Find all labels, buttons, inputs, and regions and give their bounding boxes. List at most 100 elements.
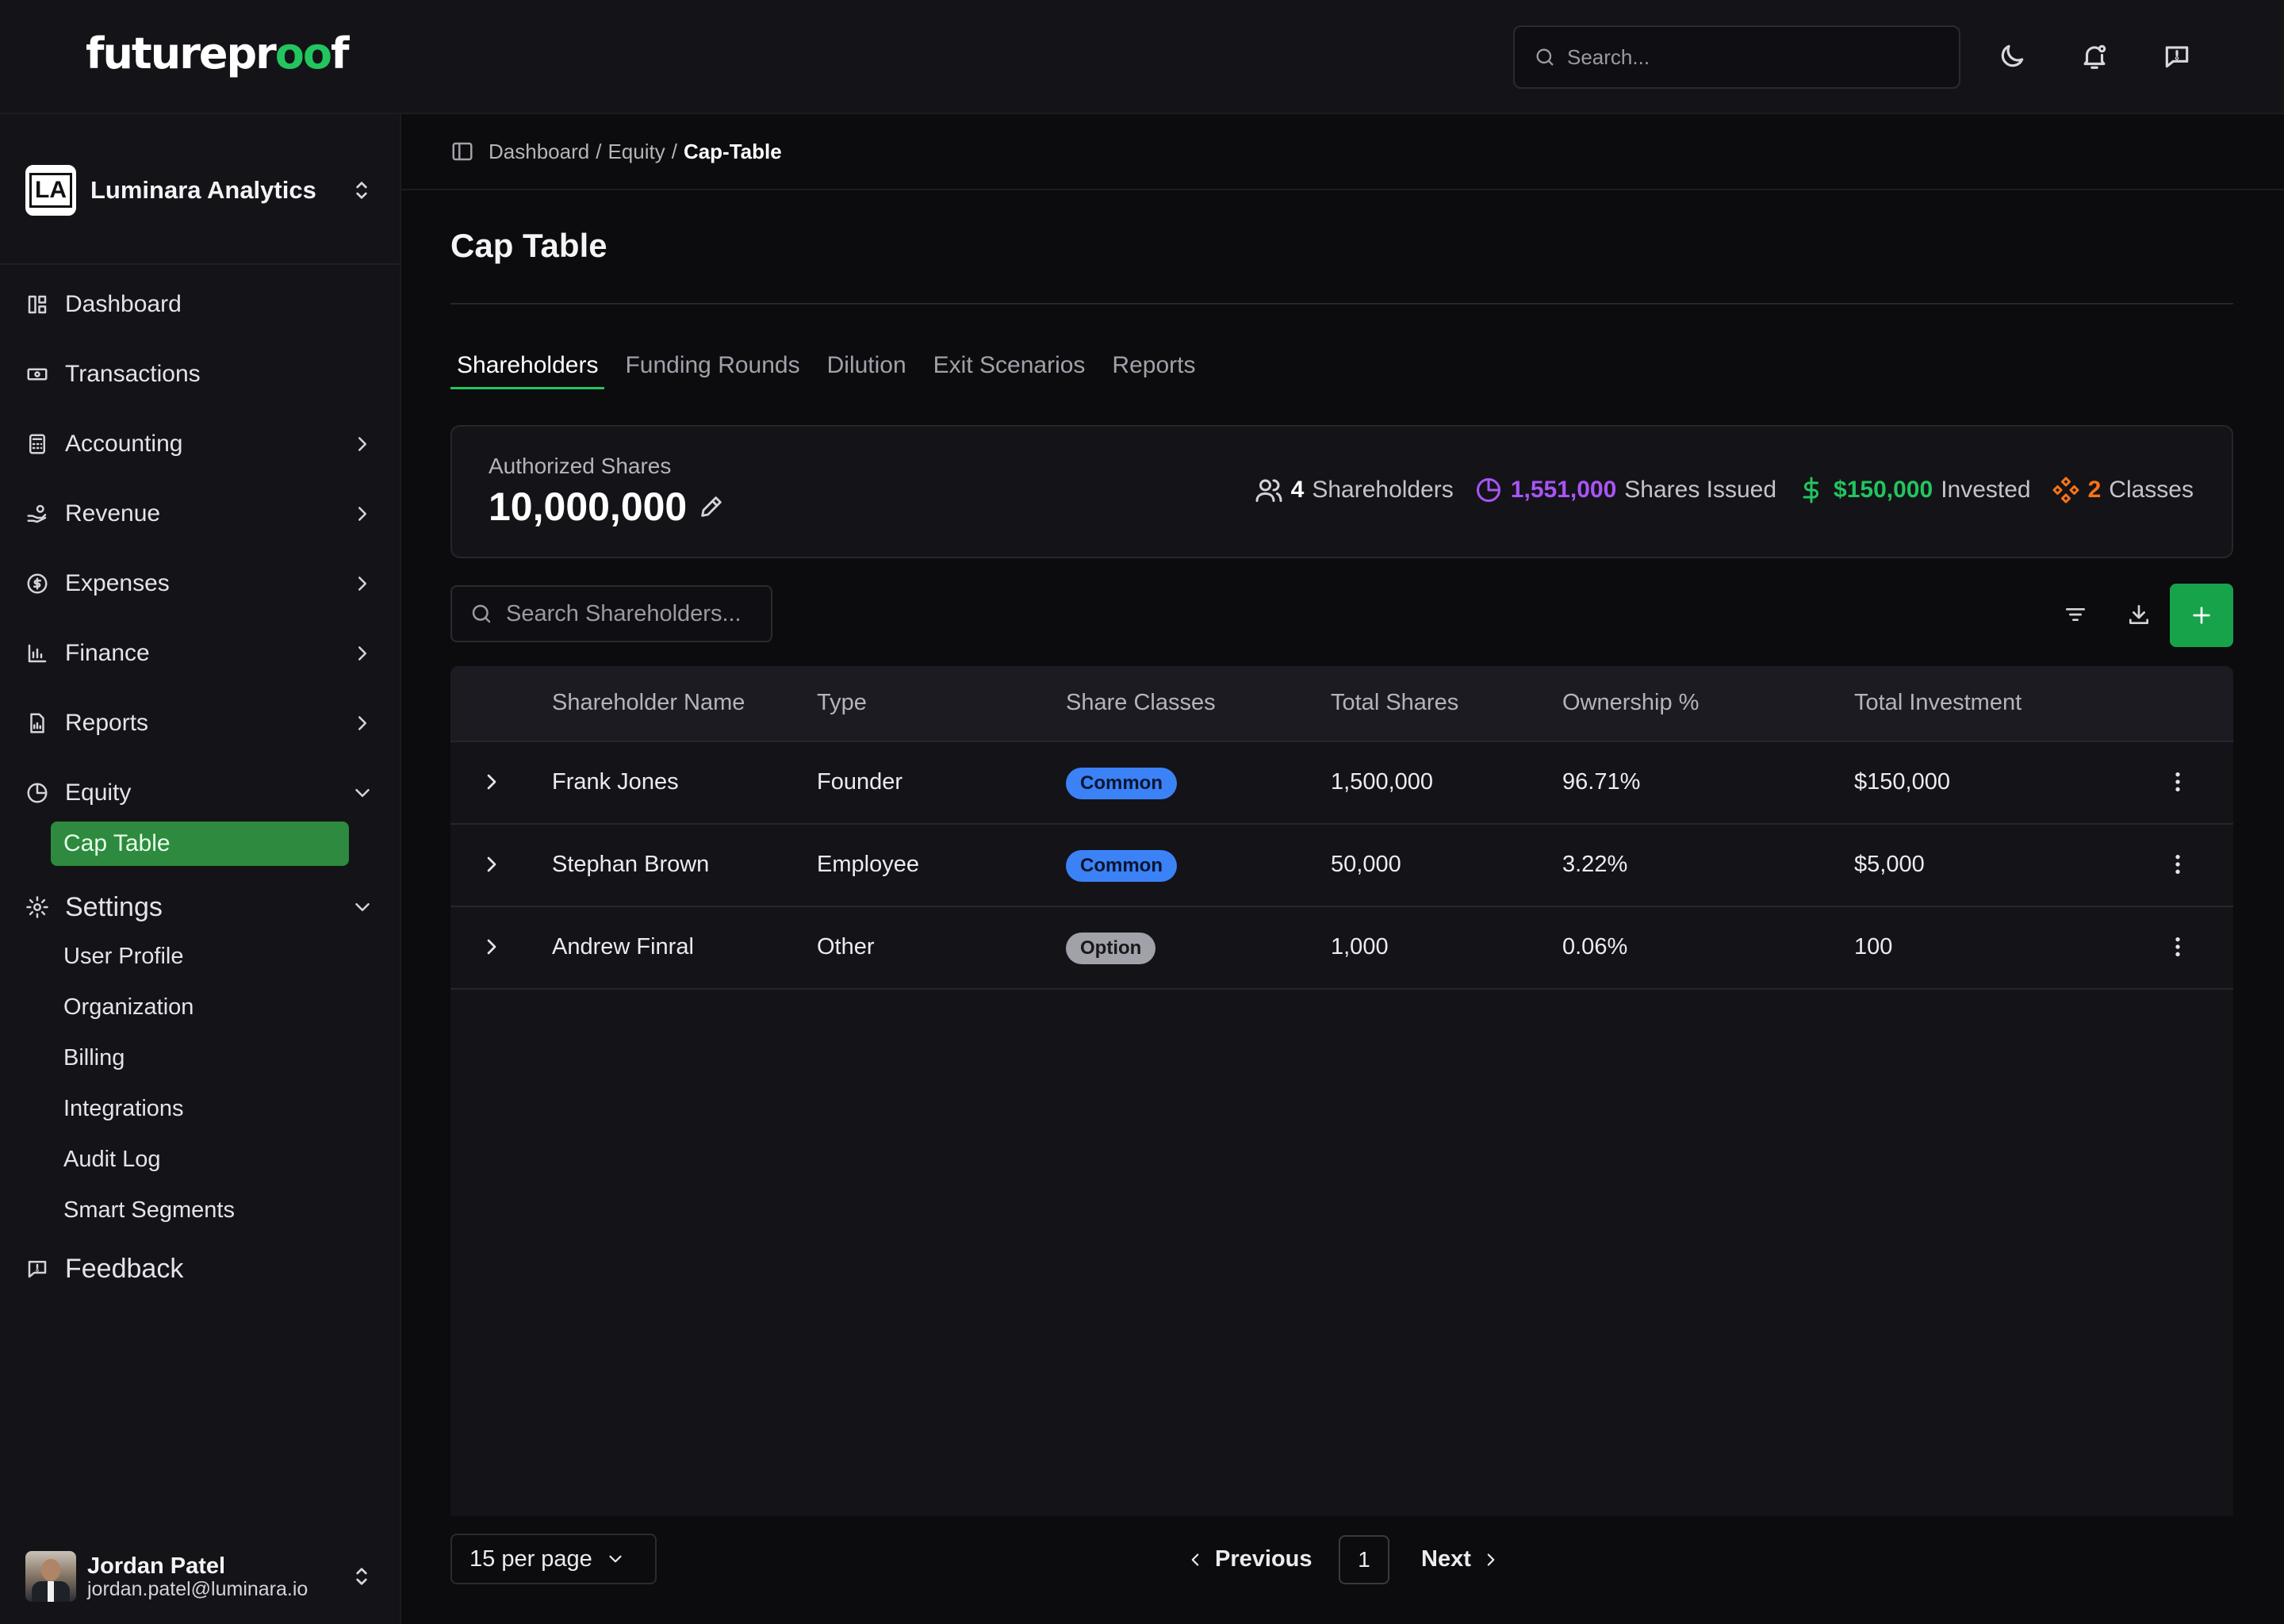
share-class-badge: Option [1066, 933, 1156, 964]
bar-chart-icon [28, 644, 47, 663]
breadcrumb-dashboard[interactable]: Dashboard [489, 139, 590, 163]
gear-icon [26, 896, 48, 918]
sidebar-item-accounting[interactable]: Accounting [25, 422, 374, 466]
stat-shares-issued: 1,551,000 Shares Issued [1474, 476, 1776, 504]
more-vertical-icon[interactable] [2165, 934, 2190, 959]
sidebar-item-feedback[interactable]: Feedback [25, 1247, 374, 1291]
add-shareholder-button[interactable] [2170, 584, 2233, 647]
sidebar-item-label: Expenses [65, 570, 170, 596]
more-vertical-icon[interactable] [2165, 852, 2190, 877]
next-page-button[interactable]: Next [1421, 1546, 1501, 1572]
sidebar-item-settings[interactable]: Settings [25, 885, 374, 929]
sidebar-item-smart-segments[interactable]: Smart Segments [63, 1197, 235, 1223]
sidebar-item-organization[interactable]: Organization [63, 994, 194, 1020]
pencil-icon[interactable] [698, 493, 725, 520]
cell-ownership: 96.71% [1562, 769, 1641, 795]
sidebar-item-user-profile[interactable]: User Profile [63, 944, 184, 969]
chevron-right-icon[interactable] [479, 852, 504, 877]
message-icon[interactable] [2162, 41, 2192, 71]
column-header-type[interactable]: Type [817, 690, 867, 715]
sidebar-item-billing[interactable]: Billing [63, 1045, 125, 1071]
calculator-icon [29, 434, 45, 454]
breadcrumb-equity[interactable]: Equity [607, 139, 665, 163]
more-vertical-icon[interactable] [2165, 769, 2190, 795]
sidebar-item-finance[interactable]: Finance [25, 631, 374, 676]
sidebar-item-label: Reports [65, 710, 149, 736]
shareholder-search-placeholder: Search Shareholders... [506, 600, 742, 626]
tab-shareholders[interactable]: Shareholders [450, 349, 605, 389]
tab-reports[interactable]: Reports [1112, 352, 1196, 378]
sidebar-item-label: Equity [65, 779, 132, 806]
avatar [25, 1551, 76, 1602]
table-row[interactable]: Stephan Brown Employee Common 50,000 3.2… [450, 825, 2233, 907]
tabs: Shareholders Funding Rounds Dilution Exi… [450, 349, 1216, 389]
sidebar-item-reports[interactable]: Reports [25, 701, 374, 745]
search-icon [1536, 48, 1554, 66]
global-search-input[interactable]: Search... [1513, 25, 1960, 89]
sidebar-item-dashboard[interactable]: Dashboard [25, 282, 374, 327]
download-button[interactable] [2119, 595, 2159, 634]
filter-icon [2066, 608, 2085, 621]
chevron-right-icon [358, 646, 366, 661]
authorized-shares-value: 10,000,000 [489, 484, 725, 530]
column-header-ownership[interactable]: Ownership % [1562, 690, 1700, 715]
chevron-right-icon [358, 437, 366, 451]
chevron-right-icon[interactable] [479, 934, 504, 959]
cell-investment: 100 [1854, 934, 1893, 959]
sidebar-item-label: Accounting [65, 431, 183, 457]
shareholders-table: Shareholder Name Type Share Classes Tota… [450, 666, 2233, 1516]
per-page-value: 15 per page [469, 1545, 592, 1572]
sidebar-item-label: Finance [65, 640, 150, 666]
cell-type: Other [817, 934, 875, 959]
user-email: jordan.patel@luminara.io [87, 1578, 308, 1600]
sidebar-item-cap-table[interactable]: Cap Table [51, 822, 349, 866]
breadcrumb-current: Cap-Table [683, 139, 782, 163]
column-header-total-investment[interactable]: Total Investment [1854, 690, 2022, 715]
sidebar-item-expenses[interactable]: Expenses [25, 561, 374, 606]
chevron-up-down-icon [356, 1568, 367, 1585]
breadcrumb-separator: / [671, 139, 677, 163]
tab-dilution[interactable]: Dilution [826, 352, 906, 378]
cell-investment: $5,000 [1854, 852, 1925, 877]
org-logo: LA [25, 165, 76, 216]
sidebar: LA Luminara Analytics Dashboard Transact… [0, 114, 401, 1624]
dashboard-icon [28, 295, 47, 314]
sidebar-item-revenue[interactable]: Revenue [25, 492, 374, 536]
cell-ownership: 0.06% [1562, 934, 1628, 959]
sidebar-item-label: Revenue [65, 500, 161, 527]
table-row[interactable]: Frank Jones Founder Common 1,500,000 96.… [450, 742, 2233, 825]
column-header-total-shares[interactable]: Total Shares [1331, 690, 1459, 715]
feedback-icon [28, 1261, 47, 1278]
stat-invested: $150,000 Invested [1797, 476, 2031, 504]
title-divider [450, 303, 2233, 304]
per-page-select[interactable]: 15 per page [450, 1534, 657, 1584]
moon-icon[interactable] [1997, 41, 2027, 71]
sidebar-divider [0, 263, 400, 265]
shareholder-search-input[interactable]: Search Shareholders... [450, 585, 772, 642]
sidebar-item-label: Transactions [65, 361, 201, 387]
org-name: Luminara Analytics [90, 176, 316, 204]
page-number-button[interactable]: 1 [1339, 1535, 1389, 1584]
notification-bell-icon[interactable] [2079, 41, 2110, 71]
sidebar-item-integrations[interactable]: Integrations [63, 1096, 184, 1121]
table-header: Shareholder Name Type Share Classes Tota… [450, 666, 2233, 742]
org-switcher[interactable]: LA Luminara Analytics [25, 163, 374, 217]
previous-page-button[interactable]: Previous [1185, 1546, 1313, 1572]
chevron-right-icon[interactable] [479, 769, 504, 795]
cell-ownership: 3.22% [1562, 852, 1628, 877]
sidebar-item-audit-log[interactable]: Audit Log [63, 1147, 161, 1172]
sidebar-item-transactions[interactable]: Transactions [25, 352, 374, 396]
sidebar-item-equity[interactable]: Equity [25, 771, 374, 815]
column-header-name[interactable]: Shareholder Name [552, 690, 745, 715]
tab-exit-scenarios[interactable]: Exit Scenarios [933, 352, 1086, 378]
sidebar-toggle-icon[interactable] [450, 140, 474, 163]
tab-funding-rounds[interactable]: Funding Rounds [625, 352, 800, 378]
column-header-share-classes[interactable]: Share Classes [1066, 690, 1216, 715]
cell-name: Stephan Brown [552, 852, 710, 877]
user-menu[interactable]: Jordan Patel jordan.patel@luminara.io [25, 1546, 374, 1607]
table-row[interactable]: Andrew Finral Other Option 1,000 0.06% 1… [450, 907, 2233, 990]
global-search-placeholder: Search... [1567, 44, 1650, 69]
sidebar-item-label: Dashboard [65, 291, 182, 317]
filter-button[interactable] [2056, 595, 2095, 634]
futureproof-logo[interactable]: futureproof [86, 29, 349, 79]
